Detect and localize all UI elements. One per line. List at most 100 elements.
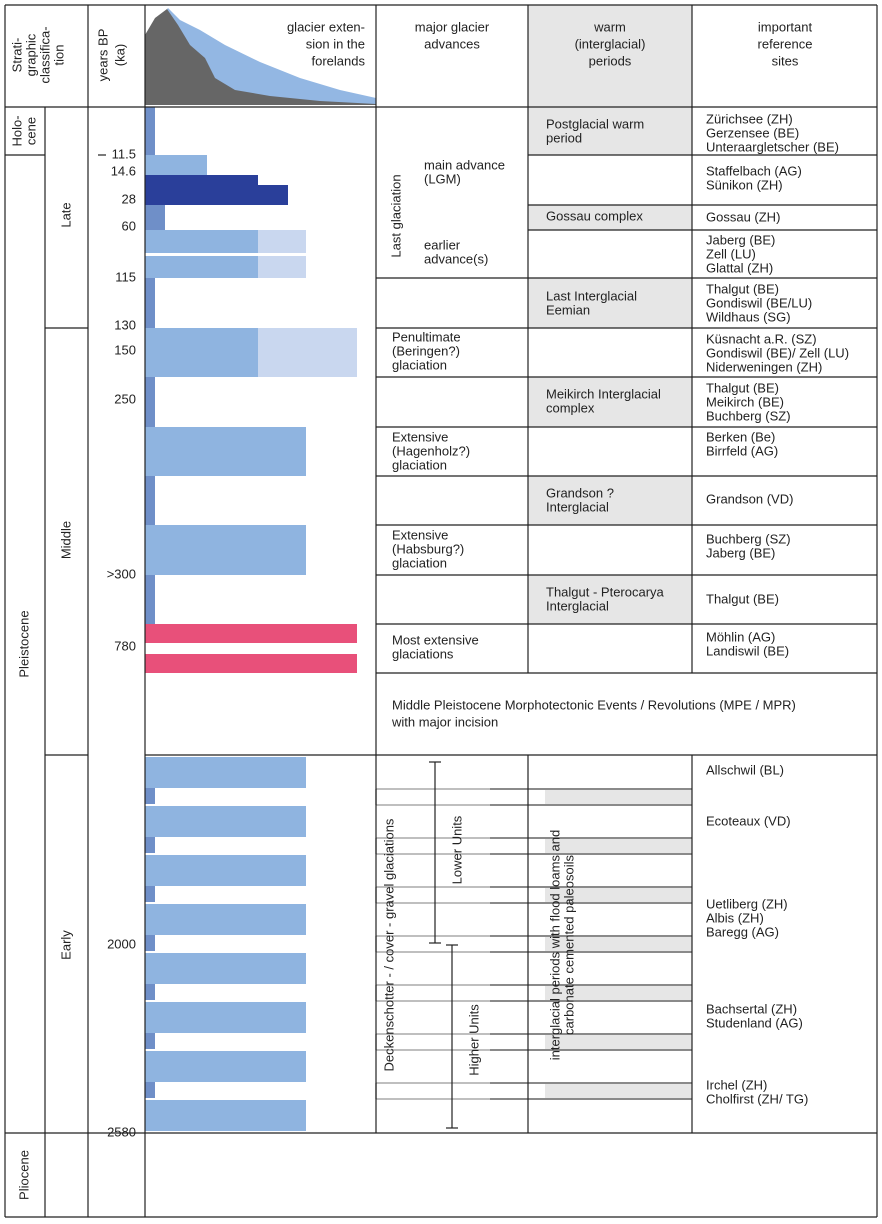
site-label: Meikirch (BE) bbox=[706, 394, 784, 409]
site-label: Buchberg (SZ) bbox=[706, 531, 791, 546]
site-label: Niderweningen (ZH) bbox=[706, 359, 822, 374]
site-label: Möhlin (AG) bbox=[706, 629, 775, 644]
bar bbox=[145, 256, 258, 278]
early-label: Higher Units bbox=[466, 1004, 481, 1076]
bar bbox=[145, 278, 155, 328]
last-glaciation: Last glaciation bbox=[388, 174, 403, 257]
site-label: Gossau (ZH) bbox=[706, 209, 780, 224]
bar bbox=[145, 1082, 155, 1098]
warm-header-bg bbox=[528, 5, 692, 107]
warm-label: Last Interglacial bbox=[546, 288, 637, 303]
advance-label: (Hagenholz?) bbox=[392, 443, 470, 458]
site-label: Gerzensee (BE) bbox=[706, 125, 799, 140]
interglacial-shade bbox=[545, 1084, 692, 1098]
header-profile bbox=[145, 8, 376, 105]
site-label: Gondiswil (BE)/ Zell (LU) bbox=[706, 345, 849, 360]
site-label: Thalgut (BE) bbox=[706, 591, 779, 606]
header-glacier: sion in the bbox=[306, 36, 365, 51]
bar bbox=[145, 185, 288, 205]
bar bbox=[145, 935, 155, 951]
warm-shade bbox=[528, 377, 692, 427]
age-label: 60 bbox=[122, 218, 136, 233]
advance-label: main advance bbox=[424, 157, 505, 172]
bar bbox=[145, 205, 165, 230]
header-advances: major glacier bbox=[415, 19, 490, 34]
age-label: 250 bbox=[114, 391, 136, 406]
bar bbox=[258, 230, 306, 253]
advance-label: (LGM) bbox=[424, 171, 461, 186]
age-label: 780 bbox=[114, 638, 136, 653]
header-warm: (interglacial) bbox=[575, 36, 646, 51]
site-label: Uetliberg (ZH) bbox=[706, 896, 788, 911]
subdivision: Early bbox=[58, 930, 73, 960]
bar bbox=[258, 328, 357, 377]
glacier-profile-dark bbox=[145, 9, 376, 105]
interglacial-shade bbox=[545, 937, 692, 951]
bar bbox=[145, 107, 155, 155]
site-label: Albis (ZH) bbox=[706, 910, 764, 925]
age-label: 11.5 bbox=[112, 146, 136, 161]
bar bbox=[145, 806, 306, 837]
site-label: Jaberg (BE) bbox=[706, 232, 775, 247]
early-label: carbonate cemented paleosoils bbox=[561, 855, 576, 1035]
warm-shade bbox=[528, 476, 692, 525]
warm-shade bbox=[528, 205, 692, 230]
epoch: Holo- bbox=[9, 115, 24, 146]
subdivision: Late bbox=[58, 202, 73, 227]
bar bbox=[145, 757, 306, 788]
site-label: Berken (Be) bbox=[706, 429, 775, 444]
site-label: Cholfirst (ZH/ TG) bbox=[706, 1091, 808, 1106]
age-label: 150 bbox=[114, 342, 136, 357]
header-glacier: forelands bbox=[312, 53, 366, 68]
age-label: 14.6 bbox=[111, 163, 136, 178]
age-label: 2580 bbox=[107, 1124, 136, 1139]
site-label: Staffelbach (AG) bbox=[706, 163, 802, 178]
site-label: Glattal (ZH) bbox=[706, 260, 773, 275]
header-sites: reference bbox=[758, 36, 813, 51]
interglacial-shade bbox=[545, 888, 692, 902]
site-label: Grandson (VD) bbox=[706, 491, 793, 506]
header-warm: periods bbox=[589, 53, 632, 68]
header-years: years BP bbox=[95, 29, 110, 82]
warm-label: Interglacial bbox=[546, 598, 609, 613]
warm-label: Meikirch Interglacial bbox=[546, 386, 661, 401]
bar bbox=[145, 377, 155, 427]
warm-shade bbox=[528, 278, 692, 328]
bar bbox=[145, 624, 357, 643]
bar bbox=[145, 427, 306, 476]
warm-shade bbox=[528, 107, 692, 155]
warm-label: period bbox=[546, 130, 582, 145]
header-years: (ka) bbox=[112, 44, 127, 66]
advance-label: advance(s) bbox=[424, 251, 488, 266]
bar bbox=[145, 953, 306, 984]
interglacial-shade bbox=[545, 1035, 692, 1049]
site-label: Jaberg (BE) bbox=[706, 545, 775, 560]
site-label: Küsnacht a.R. (SZ) bbox=[706, 331, 817, 346]
site-label: Landiswil (BE) bbox=[706, 643, 789, 658]
advance-label: glaciation bbox=[392, 555, 447, 570]
advance-label: (Beringen?) bbox=[392, 343, 460, 358]
site-label: Zürichsee (ZH) bbox=[706, 111, 793, 126]
header-stratigraphic: tion bbox=[51, 45, 66, 66]
epoch: cene bbox=[23, 117, 38, 145]
bar bbox=[145, 904, 306, 935]
header-sites: sites bbox=[772, 53, 799, 68]
epoch: Pleistocene bbox=[16, 610, 31, 677]
advance-label: Extensive bbox=[392, 527, 448, 542]
early-label: interglacial periods with flood loams an… bbox=[547, 830, 562, 1061]
header-stratigraphic: classifica- bbox=[37, 26, 52, 83]
site-label: Thalgut (BE) bbox=[706, 281, 779, 296]
advance-label: Penultimate bbox=[392, 329, 461, 344]
site-label: Sünikon (ZH) bbox=[706, 177, 783, 192]
bar bbox=[145, 1002, 306, 1033]
warm-label: Eemian bbox=[546, 302, 590, 317]
early-label: Deckenschotter - / cover - gravel glacia… bbox=[381, 818, 396, 1071]
advance-label: Extensive bbox=[392, 429, 448, 444]
advance-label: earlier bbox=[424, 237, 461, 252]
warm-label: Gossau complex bbox=[546, 208, 643, 223]
warm-label: Postglacial warm bbox=[546, 116, 644, 131]
site-label: Unteraargletscher (BE) bbox=[706, 139, 839, 154]
mpe-label: Middle Pleistocene Morphotectonic Events… bbox=[392, 697, 796, 712]
bar bbox=[145, 654, 357, 673]
bar bbox=[145, 1100, 306, 1131]
